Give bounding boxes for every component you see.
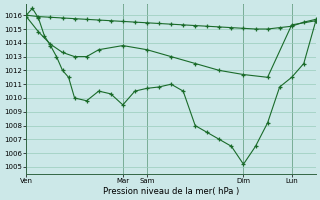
X-axis label: Pression niveau de la mer( hPa ): Pression niveau de la mer( hPa ) (103, 187, 239, 196)
